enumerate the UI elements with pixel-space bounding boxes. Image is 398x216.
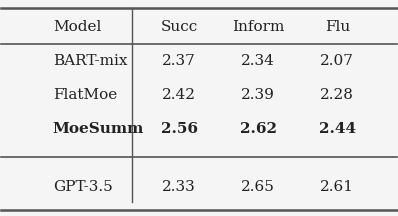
Text: BART-mix: BART-mix [53,54,127,68]
Text: 2.34: 2.34 [241,54,275,68]
Text: FlatMoe: FlatMoe [53,88,117,102]
Text: GPT-3.5: GPT-3.5 [53,180,113,194]
Text: 2.07: 2.07 [320,54,354,68]
Text: 2.39: 2.39 [241,88,275,102]
Text: 2.28: 2.28 [320,88,354,102]
Text: 2.65: 2.65 [241,180,275,194]
Text: MoeSumm: MoeSumm [53,122,144,136]
Text: Inform: Inform [232,20,285,34]
Text: 2.61: 2.61 [320,180,354,194]
Text: 2.62: 2.62 [240,122,277,136]
Text: Flu: Flu [325,20,350,34]
Text: 2.37: 2.37 [162,54,196,68]
Text: Succ: Succ [161,20,198,34]
Text: Model: Model [53,20,101,34]
Text: 2.44: 2.44 [319,122,356,136]
Text: 2.33: 2.33 [162,180,196,194]
Text: 2.56: 2.56 [161,122,198,136]
Text: 2.42: 2.42 [162,88,196,102]
